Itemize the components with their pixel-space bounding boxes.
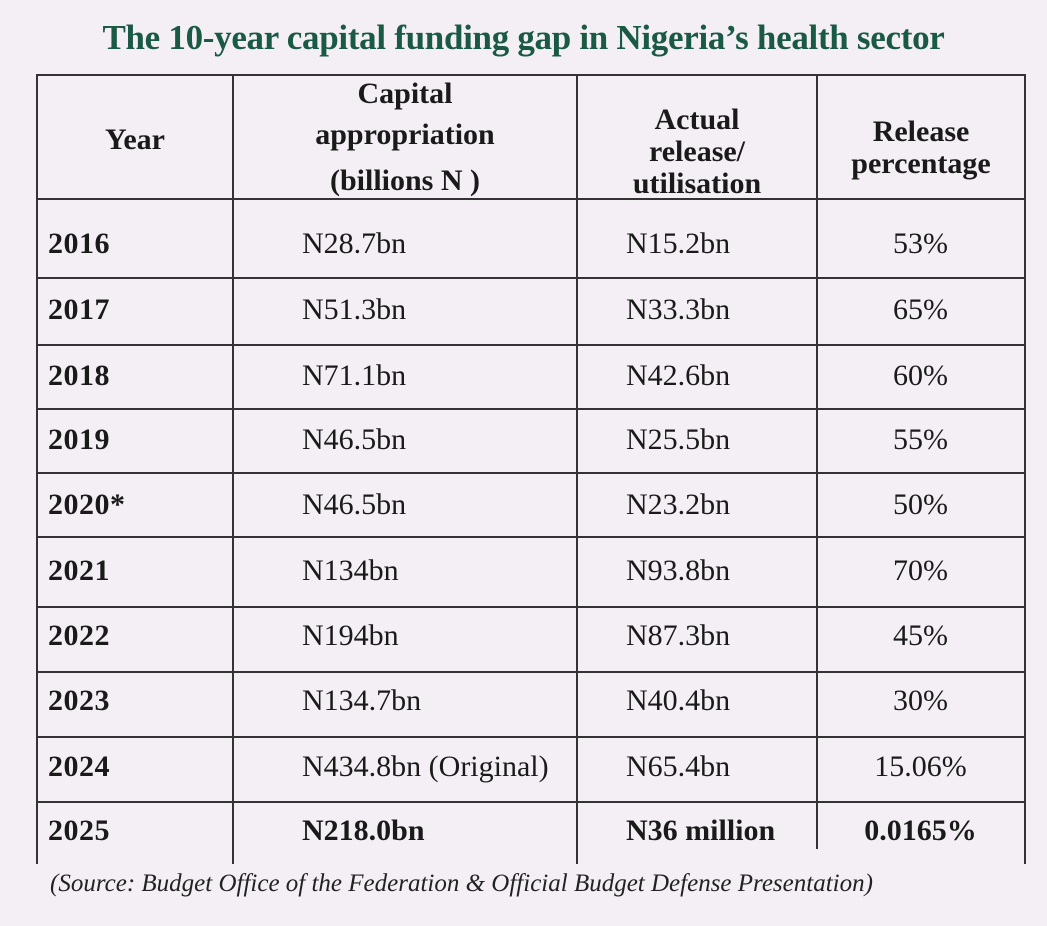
- rule-top: [36, 74, 1026, 76]
- cell-year: 2020*: [48, 488, 126, 521]
- cell-release: N15.2bn: [626, 227, 731, 260]
- cell-appropriation: N134bn: [302, 554, 399, 587]
- rule-row: [36, 277, 1026, 279]
- table-row: 2019 N46.5bn N25.5bn 55%: [36, 408, 1026, 472]
- cell-release: N65.4bn: [626, 750, 731, 783]
- rule-row: [36, 536, 1026, 538]
- cell-year: 2016: [48, 227, 110, 260]
- rule-row: [36, 344, 1026, 346]
- cell-appropriation: N46.5bn: [302, 423, 407, 456]
- header-appropriation-line: appropriation: [315, 118, 495, 151]
- header-percentage: Release percentage: [818, 116, 1024, 180]
- header-release-line: utilisation: [632, 167, 762, 200]
- cell-year: 2019: [48, 423, 110, 456]
- cell-percentage: 30%: [893, 684, 948, 717]
- cell-percentage: 45%: [893, 619, 948, 652]
- table-row: 2022 N194bn N87.3bn 45%: [36, 604, 1026, 668]
- cell-percentage: 50%: [893, 488, 948, 521]
- table-row: 2025 N218.0bn N36 million 0.0165%: [36, 799, 1026, 863]
- rule-row: [36, 671, 1026, 673]
- rule-row: [36, 408, 1026, 410]
- header-release-line: Actual: [654, 103, 740, 136]
- cell-percentage: 65%: [893, 293, 948, 326]
- header-release-line: release/: [648, 135, 746, 168]
- cell-year: 2024: [48, 750, 110, 783]
- table-title: The 10-year capital funding gap in Niger…: [102, 18, 945, 57]
- cell-appropriation: N28.7bn: [302, 227, 407, 260]
- rule-col: [816, 74, 818, 849]
- table-row: 2016 N28.7bn N15.2bn 53%: [36, 212, 1026, 276]
- source-note: (Source: Budget Office of the Federation…: [50, 870, 873, 897]
- cell-year: 2017: [48, 293, 110, 326]
- cell-year: 2018: [48, 359, 110, 392]
- cell-appropriation: N46.5bn: [302, 488, 407, 521]
- table-row: 2024 N434.8bn (Original) N65.4bn 15.06%: [36, 735, 1026, 799]
- cell-release: N42.6bn: [626, 359, 731, 392]
- cell-year: 2022: [48, 619, 110, 652]
- cell-release: N25.5bn: [626, 423, 731, 456]
- cell-percentage: 0.0165%: [864, 814, 977, 847]
- cell-release: N40.4bn: [626, 684, 731, 717]
- cell-percentage: 53%: [893, 227, 948, 260]
- cell-appropriation: N134.7bn: [302, 684, 422, 717]
- rule-row: [36, 801, 1026, 803]
- cell-release: N36 million: [626, 814, 776, 847]
- cell-appropriation: N434.8bn (Original): [302, 750, 549, 783]
- funding-table: Year Capital appropriation (billions N )…: [36, 74, 1026, 864]
- rule-row: [36, 606, 1026, 608]
- cell-percentage: 55%: [893, 423, 948, 456]
- rule-header: [36, 198, 1026, 200]
- cell-release: N23.2bn: [626, 488, 731, 521]
- cell-release: N93.8bn: [626, 554, 731, 587]
- rule-col-left: [36, 74, 38, 864]
- cell-appropriation: N51.3bn: [302, 293, 407, 326]
- table-row: 2023 N134.7bn N40.4bn 30%: [36, 669, 1026, 733]
- header-appropriation-line: Capital: [357, 77, 453, 110]
- cell-appropriation: N71.1bn: [302, 359, 407, 392]
- cell-year: 2025: [48, 814, 110, 847]
- header-release: Actual release/ utilisation: [578, 104, 816, 200]
- cell-percentage: 60%: [893, 359, 948, 392]
- table-row: 2018 N71.1bn N42.6bn 60%: [36, 344, 1026, 408]
- rule-col-right: [1024, 74, 1026, 864]
- header-percentage-line: Release: [872, 115, 970, 148]
- header-percentage-line: percentage: [851, 147, 991, 180]
- rule-row: [36, 472, 1026, 474]
- cell-release: N87.3bn: [626, 619, 731, 652]
- cell-appropriation: N218.0bn: [302, 814, 425, 847]
- cell-appropriation: N194bn: [302, 619, 399, 652]
- cell-percentage: 70%: [893, 554, 948, 587]
- rule-col: [576, 74, 578, 864]
- rule-row: [36, 736, 1026, 738]
- table-row: 2017 N51.3bn N33.3bn 65%: [36, 278, 1026, 342]
- cell-year: 2021: [48, 554, 110, 587]
- header-appropriation: Capital appropriation (billions N ): [234, 76, 576, 204]
- table-row: 2020* N46.5bn N23.2bn 50%: [36, 473, 1026, 537]
- cell-percentage: 15.06%: [874, 750, 967, 783]
- cell-release: N33.3bn: [626, 293, 731, 326]
- rule-col: [232, 74, 234, 864]
- header-year: Year: [105, 123, 165, 156]
- table-row: 2021 N134bn N93.8bn 70%: [36, 539, 1026, 603]
- header-appropriation-line: (billions N ): [329, 164, 481, 197]
- cell-year: 2023: [48, 684, 110, 717]
